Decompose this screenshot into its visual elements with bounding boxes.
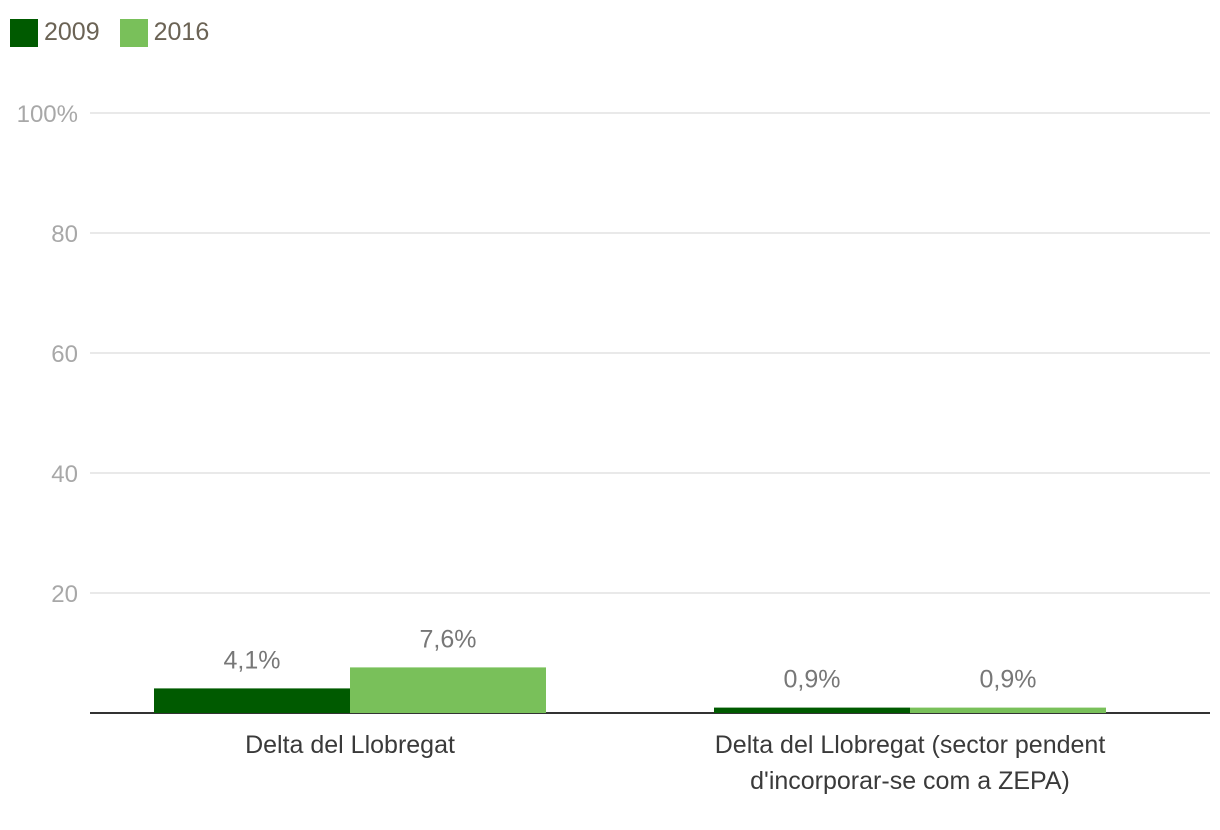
data-label-2016-1: 0,9% xyxy=(980,666,1037,694)
x-category-label-1-0: Delta del Llobregat (sector pendent xyxy=(715,731,1106,759)
y-tick-label-3: 80 xyxy=(51,221,78,248)
y-tick-label-0: 20 xyxy=(51,581,78,608)
x-category-label-0-0: Delta del Llobregat xyxy=(245,731,455,759)
bar-2016-0 xyxy=(350,667,546,713)
legend-label-2016: 2016 xyxy=(153,18,210,46)
legend-item-2016: 2016 xyxy=(119,18,210,47)
legend-label-2009: 2009 xyxy=(44,18,100,46)
x-category-label-1-1: d'incorporar-se com a ZEPA) xyxy=(750,767,1070,795)
y-tick-label-1: 40 xyxy=(51,461,78,488)
legend-item-2009: 2009 xyxy=(10,18,100,47)
legend-swatch-2016 xyxy=(119,18,148,47)
bar-2009-1 xyxy=(714,707,910,713)
bar-2016-1 xyxy=(910,707,1106,713)
y-tick-label-4: 100% xyxy=(17,101,78,128)
data-label-2016-0: 7,6% xyxy=(420,625,477,653)
data-label-2009-0: 4,1% xyxy=(224,646,281,674)
bar-2009-0 xyxy=(154,688,350,713)
legend-swatch-2009 xyxy=(10,18,38,47)
y-tick-label-2: 60 xyxy=(51,341,78,368)
data-label-2009-1: 0,9% xyxy=(784,666,841,694)
legend: 2009 2016 xyxy=(10,18,229,47)
